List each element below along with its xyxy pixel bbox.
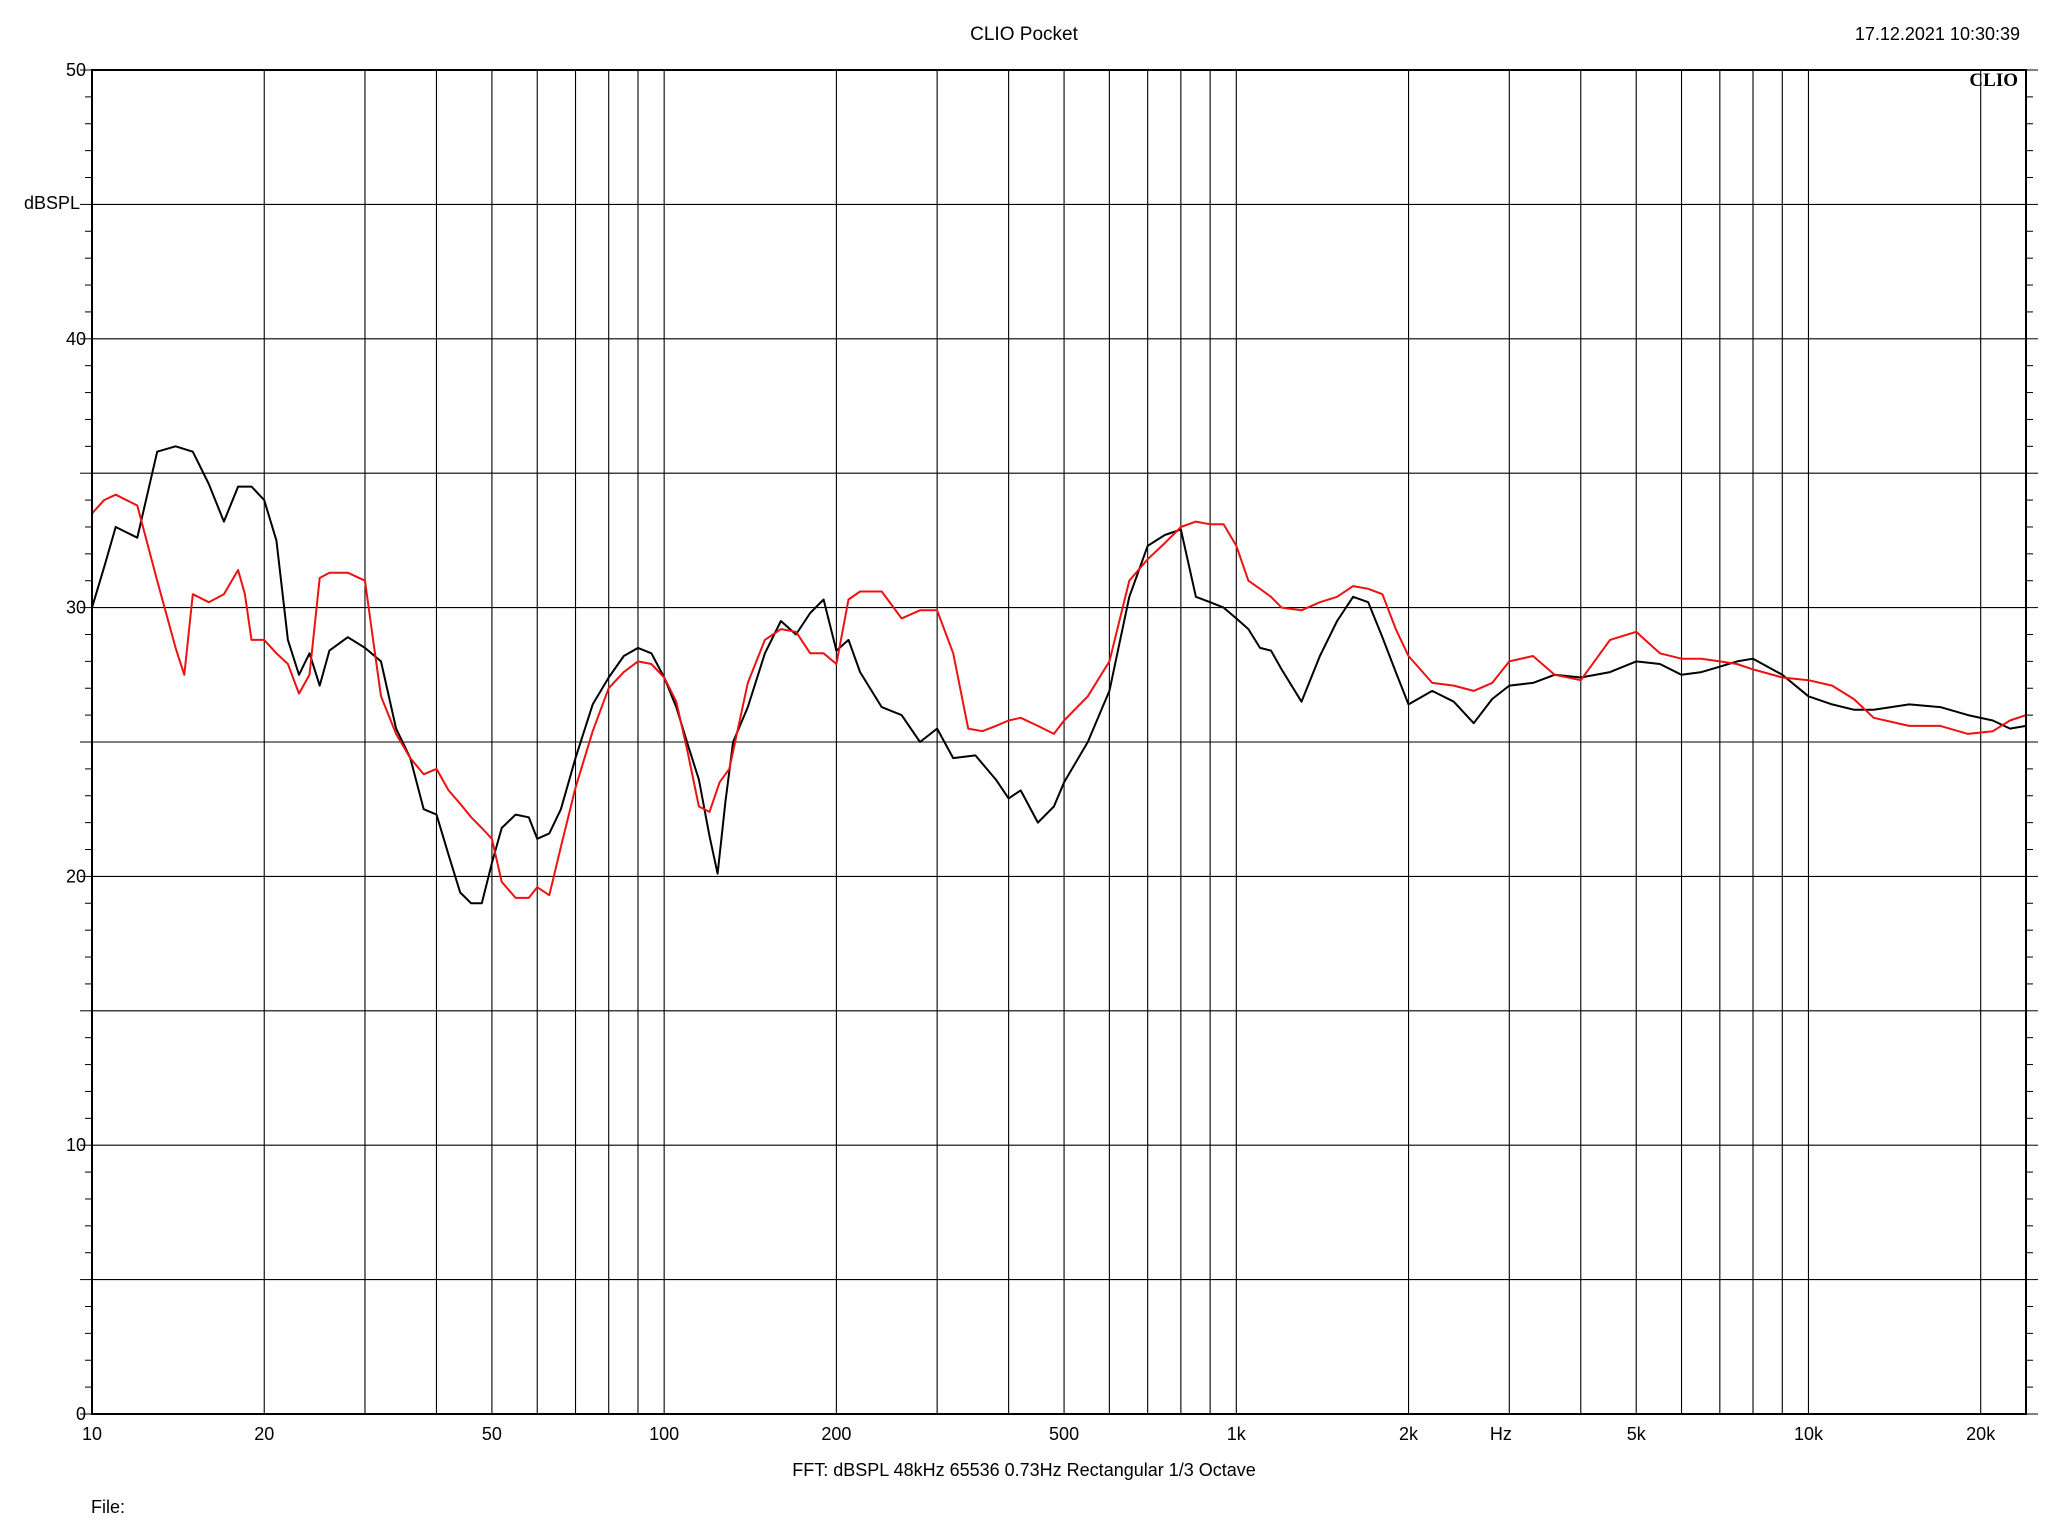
y-axis-label: dBSPL bbox=[24, 193, 81, 213]
y-tick-label: 30 bbox=[66, 598, 86, 618]
x-tick-label: 20 bbox=[254, 1424, 274, 1444]
plot-frame bbox=[91, 69, 2027, 1415]
chart-title: CLIO Pocket bbox=[970, 24, 1078, 45]
x-tick-label: 500 bbox=[1049, 1424, 1079, 1444]
grid bbox=[80, 69, 2038, 1415]
x-tick-label: 10 bbox=[82, 1424, 102, 1444]
x-tick-label: 2k bbox=[1399, 1424, 1419, 1444]
clio-logo: CLIO bbox=[1969, 70, 2018, 91]
x-tick-label: 10k bbox=[1794, 1424, 1824, 1444]
timestamp: 17.12.2021 10:30:39 bbox=[1854, 24, 2020, 44]
x-tick-label: 100 bbox=[649, 1424, 679, 1444]
x-tick-label: 50 bbox=[482, 1424, 502, 1444]
series-layer bbox=[91, 445, 2027, 905]
y-tick-label: 10 bbox=[66, 1135, 86, 1155]
measurement-info: FFT: dBSPL 48kHz 65536 0.73Hz Rectangula… bbox=[792, 1460, 1256, 1480]
x-tick-label: 1k bbox=[1227, 1424, 1247, 1444]
series-line-red bbox=[91, 493, 2027, 899]
y-tick-label: 20 bbox=[66, 866, 86, 886]
x-tick-label: 200 bbox=[821, 1424, 851, 1444]
y-tick-label: 40 bbox=[66, 329, 86, 349]
series-line-black bbox=[91, 445, 2027, 905]
x-tick-label: 20k bbox=[1966, 1424, 1996, 1444]
x-axis-label: Hz bbox=[1490, 1424, 1512, 1444]
x-tick-label: 5k bbox=[1627, 1424, 1647, 1444]
file-label: File: bbox=[91, 1497, 126, 1517]
y-tick-label: 0 bbox=[76, 1404, 86, 1424]
y-tick-label: 50 bbox=[66, 60, 86, 80]
